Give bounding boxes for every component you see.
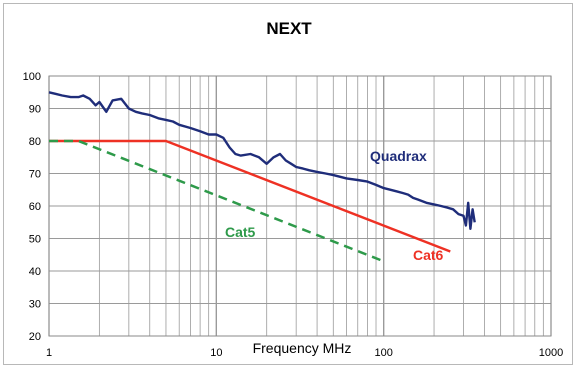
y-tick-label: 40 xyxy=(29,266,41,278)
y-tick-label: 100 xyxy=(23,71,41,83)
y-tick-labels: 20 30 40 50 60 70 80 90 100 xyxy=(23,71,41,343)
series-line-cat5 xyxy=(49,139,385,263)
chart-frame xyxy=(3,3,573,365)
series-labels: Quadrax Cat6 Cat5 xyxy=(225,148,444,263)
series-line-quadrax xyxy=(48,91,476,231)
plot-area xyxy=(48,75,552,337)
x-axis-label: Frequency MHz xyxy=(253,340,352,356)
series-label-cat6: Cat6 xyxy=(413,247,444,263)
y-tick-label: 50 xyxy=(29,234,41,246)
x-tick-label: 100 xyxy=(374,347,392,359)
y-tick-label: 60 xyxy=(29,201,41,213)
series-label-quadrax: Quadrax xyxy=(370,148,427,164)
x-tick-label: 1 xyxy=(46,347,52,359)
y-tick-label: 80 xyxy=(29,136,41,148)
grid xyxy=(48,75,552,337)
y-tick-label: 30 xyxy=(29,299,41,311)
x-tick-label: 10 xyxy=(210,347,222,359)
series-label-cat5: Cat5 xyxy=(225,224,256,240)
x-tick-labels: 1 10 100 1000 xyxy=(46,347,563,359)
chart-title: NEXT xyxy=(266,19,312,38)
y-tick-label: 70 xyxy=(29,169,41,181)
y-tick-label: 90 xyxy=(29,104,41,116)
series-line-cat6 xyxy=(49,139,451,253)
series-group xyxy=(48,91,476,263)
y-tick-label: 20 xyxy=(29,331,41,343)
x-tick-label: 1000 xyxy=(539,347,563,359)
